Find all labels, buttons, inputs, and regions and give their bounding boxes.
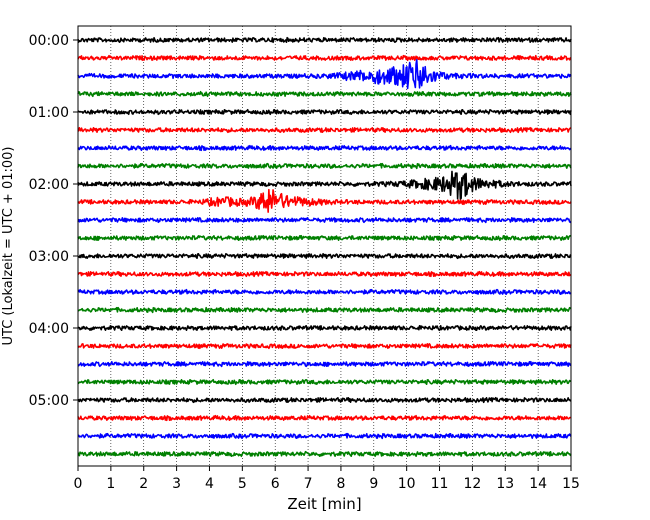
seismogram-trace — [77, 306, 572, 314]
plot-frame — [77, 25, 572, 467]
y-axis-label: UTC (Lokalzeit = UTC + 01:00) — [1, 147, 16, 346]
seismogram-trace — [77, 270, 572, 278]
x-tick-label: 7 — [304, 476, 313, 492]
seismogram-trace — [77, 360, 572, 368]
seismogram-trace — [77, 216, 572, 224]
x-tick-label: 1 — [106, 476, 115, 492]
x-tick-label: 9 — [369, 476, 378, 492]
x-tick-label: 15 — [562, 476, 580, 492]
seismogram-trace — [77, 58, 572, 90]
seismogram-trace — [77, 90, 572, 98]
y-tick-label: 03:00 — [29, 249, 69, 265]
x-tick-label: 8 — [336, 476, 345, 492]
seismogram-trace — [77, 414, 572, 422]
x-tick-label: 13 — [496, 476, 514, 492]
x-tick-label: 14 — [529, 476, 547, 492]
x-tick-label: 4 — [205, 476, 214, 492]
x-grid — [110, 26, 539, 466]
seismogram-trace — [77, 126, 572, 134]
seismogram-trace — [77, 234, 572, 242]
x-axis-ticks: 0 1 2 3 4 5 6 7 8 9 10 11 12 13 14 15 — [74, 466, 580, 492]
x-tick-label: 12 — [463, 476, 481, 492]
seismogram-trace — [77, 162, 572, 170]
y-tick-label: 01:00 — [29, 105, 69, 121]
y-tick-label: 05:00 — [29, 393, 69, 409]
y-axis-ticks: 00:00 01:00 02:00 03:00 04:00 05:00 — [29, 33, 78, 409]
x-tick-label: 11 — [431, 476, 449, 492]
seismogram-trace — [77, 144, 572, 152]
seismogram-trace — [77, 252, 572, 260]
x-tick-label: 6 — [271, 476, 280, 492]
y-tick-label: 04:00 — [29, 321, 69, 337]
seismogram-trace — [77, 450, 572, 458]
seismogram-trace — [77, 432, 572, 440]
x-tick-label: 2 — [139, 476, 148, 492]
seismogram-trace — [77, 54, 572, 62]
seismogram-trace — [77, 343, 572, 350]
seismogram-trace — [77, 378, 572, 386]
x-tick-label: 10 — [398, 476, 416, 492]
seismogram-traces — [77, 36, 572, 458]
seismogram-trace — [77, 188, 572, 213]
y-tick-label: 02:00 — [29, 177, 69, 193]
y-tick-label: 00:00 — [29, 33, 69, 49]
seismogram-trace — [77, 36, 572, 44]
x-tick-label: 3 — [172, 476, 181, 492]
seismogram-trace — [77, 288, 572, 296]
seismogram-trace — [77, 170, 572, 201]
seismogram-trace — [77, 324, 572, 332]
x-axis-label: Zeit [min] — [287, 495, 361, 513]
seismogram-trace — [77, 108, 572, 116]
x-tick-label: 5 — [238, 476, 247, 492]
seismogram-trace — [77, 396, 572, 404]
x-tick-label: 0 — [74, 476, 83, 492]
